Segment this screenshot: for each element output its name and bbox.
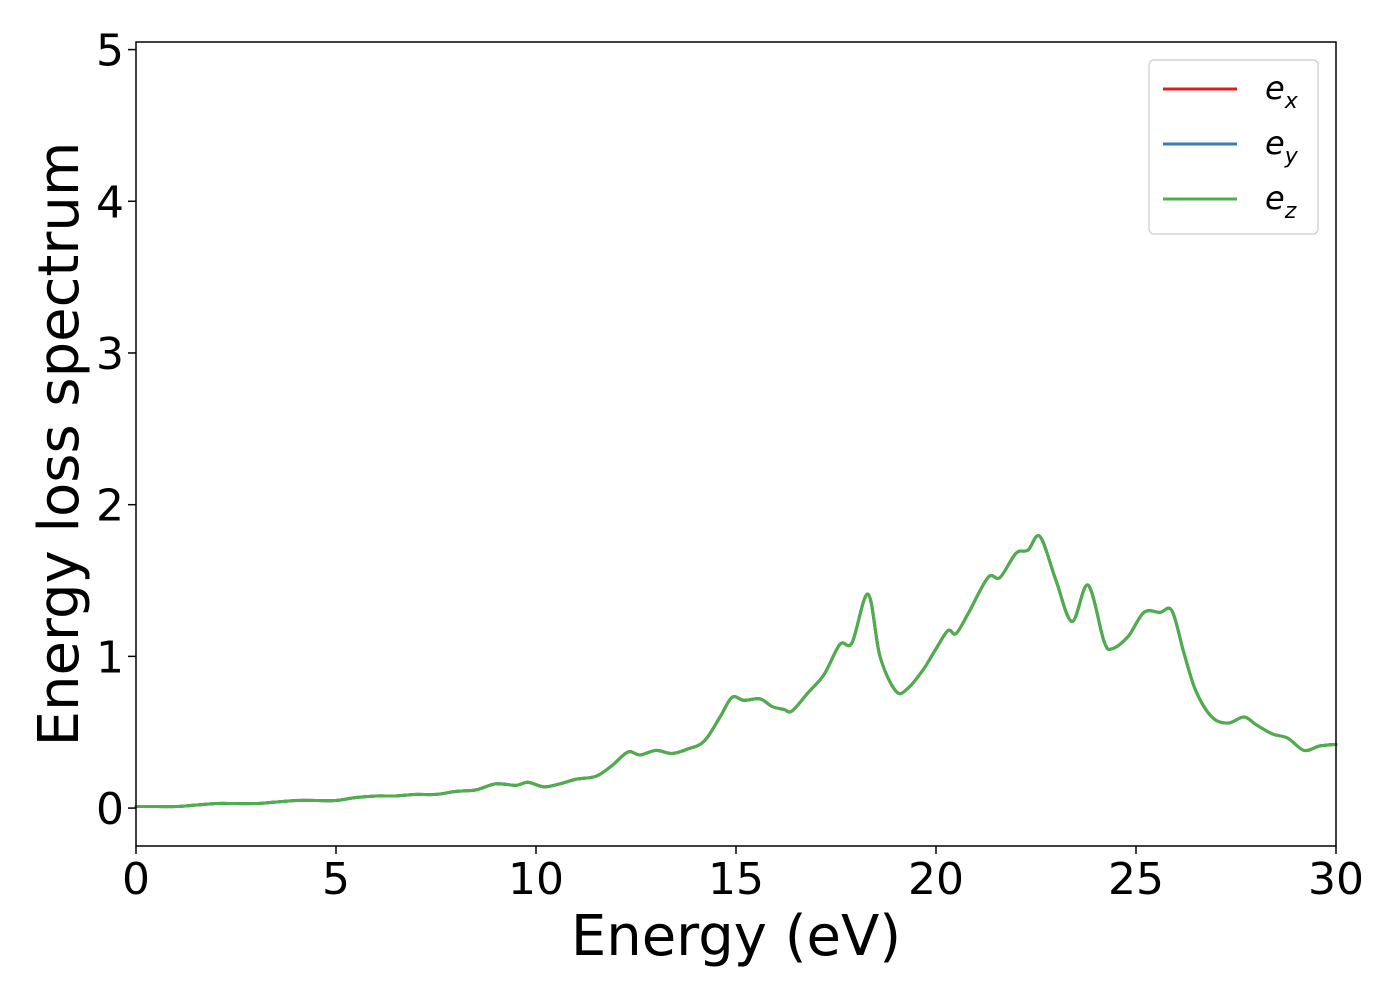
y-tick-label: 1 bbox=[96, 632, 124, 683]
x-tick-label: 0 bbox=[122, 854, 150, 905]
y-tick-label: 0 bbox=[96, 784, 124, 835]
legend: ex ey ez bbox=[1148, 59, 1319, 235]
x-tick-label: 15 bbox=[708, 854, 764, 905]
legend-label-e-z: ez bbox=[1265, 179, 1297, 224]
legend-label-e-y: ey bbox=[1265, 124, 1299, 169]
series-line-e-y bbox=[134, 534, 1338, 809]
y-tick-label: 3 bbox=[96, 329, 124, 380]
legend-box bbox=[1148, 59, 1319, 235]
series-layer bbox=[134, 534, 1338, 809]
legend-label-e-x: ex bbox=[1265, 69, 1299, 114]
x-tick-label: 10 bbox=[508, 854, 564, 905]
y-tick-label: 5 bbox=[96, 26, 124, 77]
x-tick-label: 25 bbox=[1108, 854, 1164, 905]
y-tick-label: 4 bbox=[96, 177, 124, 228]
x-axis-title: Energy (eV) bbox=[571, 904, 901, 969]
x-tick-label: 30 bbox=[1308, 854, 1364, 905]
y-axis-ticks: 0 1 2 3 4 5 bbox=[96, 26, 136, 835]
series-line-e-x bbox=[134, 534, 1338, 809]
x-tick-label: 20 bbox=[908, 854, 964, 905]
legend-items: ex ey ez bbox=[1163, 69, 1299, 224]
x-axis-ticks: 0 5 10 15 20 25 30 bbox=[122, 846, 1364, 905]
y-axis-title: Energy loss spectrum bbox=[27, 142, 92, 747]
series-line-e-z bbox=[134, 534, 1338, 809]
x-tick-label: 5 bbox=[322, 854, 350, 905]
y-tick-label: 2 bbox=[96, 481, 124, 532]
